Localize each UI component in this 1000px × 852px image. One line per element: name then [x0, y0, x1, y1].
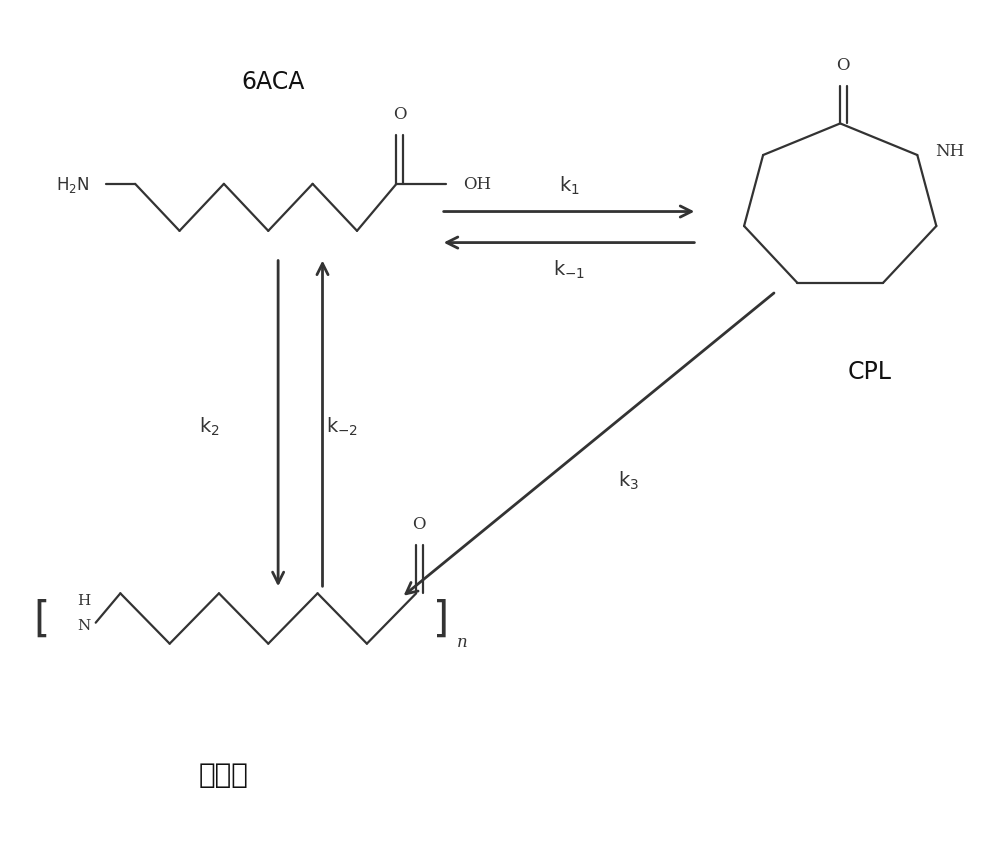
Text: k$_1$: k$_1$ [559, 175, 579, 197]
Text: k$_2$: k$_2$ [199, 415, 219, 437]
Text: k$_{-2}$: k$_{-2}$ [326, 415, 358, 437]
Text: n: n [457, 634, 468, 651]
Text: O: O [412, 515, 426, 532]
Text: N: N [77, 619, 90, 632]
Text: NH: NH [935, 143, 964, 160]
Text: H: H [77, 593, 90, 607]
Text: O: O [836, 57, 850, 74]
Text: O: O [393, 106, 406, 123]
Text: $\mathregular{H_2N}$: $\mathregular{H_2N}$ [56, 175, 90, 194]
Text: OH: OH [464, 176, 492, 193]
Text: k$_3$: k$_3$ [618, 469, 639, 492]
Text: 6ACA: 6ACA [242, 71, 305, 95]
Text: [: [ [33, 598, 50, 640]
Text: CPL: CPL [848, 360, 892, 383]
Text: k$_{-1}$: k$_{-1}$ [553, 258, 585, 280]
Text: 低聚物: 低聚物 [199, 760, 249, 788]
Text: ]: ] [433, 598, 449, 640]
